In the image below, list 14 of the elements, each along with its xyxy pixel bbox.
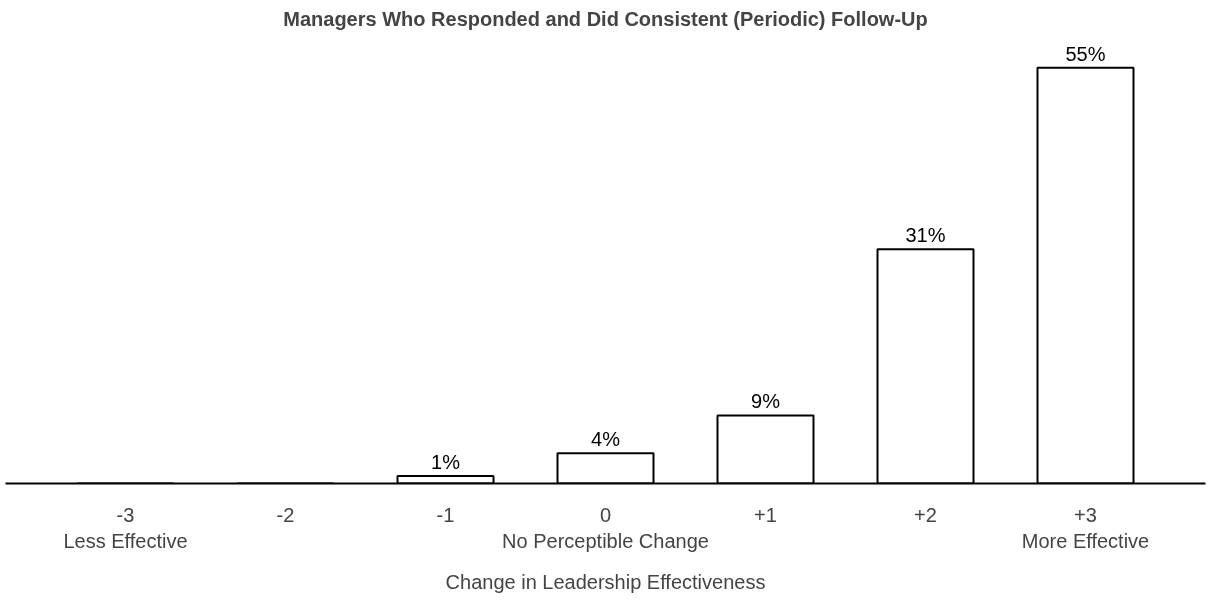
data-label: 31% <box>905 224 946 247</box>
x-tick-label: -2 <box>276 503 295 526</box>
x-tick-label: +3 More Effective <box>1021 503 1150 552</box>
x-axis-title: Change in Leadership Effectiveness <box>445 570 766 593</box>
data-label: 4% <box>591 428 621 451</box>
x-tick-label: -3 Less Effective <box>63 503 188 552</box>
x-tick-label: +2 <box>914 503 937 526</box>
data-label: 9% <box>751 390 781 413</box>
data-label: 1% <box>431 450 461 473</box>
x-tick-label: -1 <box>436 503 455 526</box>
chart-title: Managers Who Responded and Did Consistent (Periodic) Follow-Up <box>283 7 928 30</box>
data-label: 55% <box>1065 42 1106 65</box>
x-tick-label: 0 No Perceptible Change <box>502 503 709 552</box>
x-tick-label: +1 <box>754 503 777 526</box>
